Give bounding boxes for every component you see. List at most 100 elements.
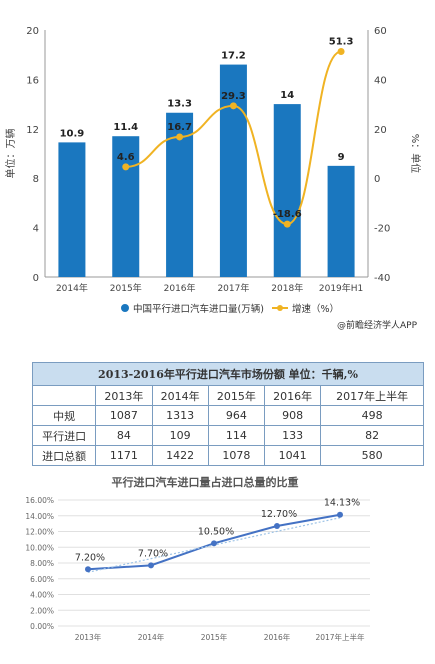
table-cell: 1313 [151, 405, 209, 426]
bar-value-label: 11.4 [113, 122, 138, 133]
table-cell: 82 [320, 425, 424, 446]
legend-bar-swatch [121, 304, 129, 312]
table-cell: 84 [95, 425, 153, 446]
growth-point [337, 47, 345, 55]
growth-value-label: -18.6 [273, 209, 302, 220]
import-volume-chart: 0 4 8 12 16 20 -40 -20 0 20 40 60 单位：万辆 %：单位 10.9 11.4 1… [4, 26, 422, 315]
market-share-table: 2013-2016年平行进口汽车市场份额 单位：千辆,% 2013年 2014年 2… [31, 362, 424, 466]
growth-value-label: 29.3 [221, 91, 246, 102]
growth-point [283, 220, 291, 228]
x-tick-label: 2016年 [164, 282, 196, 294]
y-tick-label: 8.00% [30, 559, 54, 568]
y-tick-label: 6.00% [30, 575, 54, 584]
ratio-point [85, 566, 91, 573]
source-credit: @前瞻经济学人APP [337, 318, 417, 331]
table-row-label: 进口总额 [31, 445, 97, 466]
bar-value-label: 9 [338, 152, 345, 163]
bar-line-chart-panel: 0 4 8 12 16 20 -40 -20 0 20 40 60 单位：万辆 %：单位 10.9 11.4 1… [4, 26, 422, 331]
ratio-point [211, 540, 217, 547]
table-cell: 1087 [95, 405, 153, 426]
table-cell: 133 [264, 425, 322, 446]
table-cell: 1422 [151, 445, 209, 466]
ratio-point [337, 511, 343, 518]
table-cell: 580 [320, 445, 424, 466]
bar-value-label: 13.3 [167, 99, 192, 110]
import-ratio-chart: 平行进口汽车进口量占进口总量的比重 0.00% 2.00% 4.00% 6.00% 8.0… [25, 475, 370, 642]
table-row: 平行进口 84 109 114 133 82 [31, 425, 424, 446]
market-share-table-panel: 2013-2016年平行进口汽车市场份额 单位：千辆,% 2013年 2014年 2… [0, 360, 435, 470]
table-row: 进口总额 1171 1422 1078 1041 580 [31, 445, 424, 466]
table-header-cell: 2013年 [95, 385, 153, 406]
y-tick-label: 0 [33, 273, 39, 284]
bar-value-label: 10.9 [60, 128, 85, 139]
ratio-chart-title: 平行进口汽车进口量占进口总量的比重 [112, 475, 299, 489]
growth-point [122, 163, 130, 171]
table-row-label: 中规 [31, 405, 97, 426]
y2-tick-label: 60 [374, 26, 387, 37]
growth-value-label: 16.7 [167, 122, 192, 133]
bar [273, 104, 301, 277]
ratio-value-label: 10.50% [198, 526, 234, 537]
bar [219, 64, 247, 277]
ratio-value-label: 14.13% [324, 498, 360, 509]
x-tick-label: 2018年 [271, 282, 303, 294]
y-tick-label: 20 [26, 26, 39, 37]
y-tick-label: 10.00% [25, 543, 54, 552]
growth-line [125, 50, 342, 226]
y-tick-label: 16.00% [25, 496, 54, 505]
x-tick-label: 2017年上半年 [315, 632, 365, 642]
y-tick-label: 8 [33, 174, 39, 185]
y-tick-label: 12 [26, 125, 39, 136]
x-tick-label: 2015年 [110, 282, 142, 294]
y2-axis-title: %：单位 [409, 134, 422, 174]
ratio-value-label: 12.70% [261, 509, 297, 520]
table-cell: 109 [151, 425, 209, 446]
x-tick-label: 2016年 [264, 632, 291, 642]
legend-bar-label: 中国平行进口汽车进口量(万辆) [133, 303, 264, 315]
y-axis-title: 单位：万辆 [4, 129, 17, 179]
y-tick-label: 2.00% [30, 606, 54, 615]
y-tick-label: 4.00% [30, 591, 54, 600]
table-cell: 964 [207, 405, 266, 426]
table-header-cell [31, 385, 97, 406]
y2-tick-label: -20 [374, 224, 390, 235]
bar [112, 136, 140, 277]
table-header-row: 2013年 2014年 2015年 2016年 2017年上半年 [31, 385, 424, 406]
legend-line-label: 增速（%） [292, 303, 339, 315]
y2-tick-label: -40 [374, 273, 390, 284]
legend-line-marker [277, 305, 283, 311]
table-cell: 1171 [95, 445, 153, 466]
table-cell: 908 [264, 405, 322, 426]
x-tick-label: 2014年 [56, 282, 88, 294]
source-text: @前瞻经济学人APP [336, 321, 417, 331]
x-tick-label: 2015年 [201, 632, 228, 642]
y2-tick-label: 20 [374, 125, 387, 136]
growth-value-label: 51.3 [329, 36, 354, 47]
table-cell: 498 [320, 405, 424, 426]
table-header-cell: 2015年 [207, 385, 266, 406]
bar [58, 142, 86, 277]
y2-tick-label: 40 [374, 75, 387, 86]
table-row: 中规 1087 1313 964 908 498 [31, 405, 424, 426]
table-header-cell: 2014年 [151, 385, 209, 406]
y-tick-label: 14.00% [25, 512, 54, 521]
growth-point [176, 133, 184, 141]
ratio-point [274, 522, 280, 529]
table-header-cell: 2016年 [264, 385, 322, 406]
bar-value-label: 14 [280, 90, 294, 101]
y-tick-label: 4 [33, 224, 39, 235]
x-tick-label: 2017年 [217, 282, 249, 294]
bar-value-label: 17.2 [221, 51, 246, 62]
table-cell: 114 [207, 425, 266, 446]
x-tick-label: 2019年H1 [319, 282, 363, 294]
ratio-point [148, 562, 154, 569]
growth-point [229, 102, 237, 110]
table-title: 2013-2016年平行进口汽车市场份额 单位：千辆,% [32, 362, 424, 386]
ratio-value-label: 7.20% [75, 552, 105, 563]
x-tick-label: 2014年 [138, 632, 165, 642]
table-header-cell: 2017年上半年 [320, 385, 424, 406]
growth-value-label: 4.6 [117, 152, 135, 163]
table-cell: 1041 [264, 445, 322, 466]
y-tick-label: 12.00% [25, 528, 54, 537]
ratio-value-label: 7.70% [138, 548, 168, 559]
